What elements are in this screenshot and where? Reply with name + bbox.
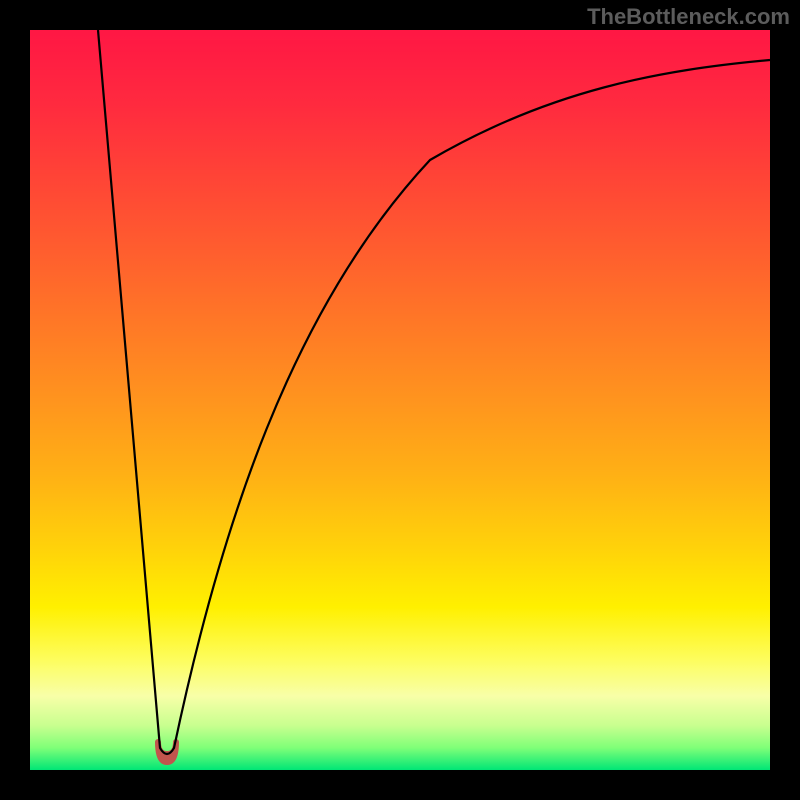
- chart-container: TheBottleneck.com: [0, 0, 800, 800]
- plot-area: [30, 30, 770, 770]
- watermark-text: TheBottleneck.com: [587, 4, 790, 30]
- curve-layer: [30, 30, 770, 770]
- bottleneck-curve: [98, 30, 770, 754]
